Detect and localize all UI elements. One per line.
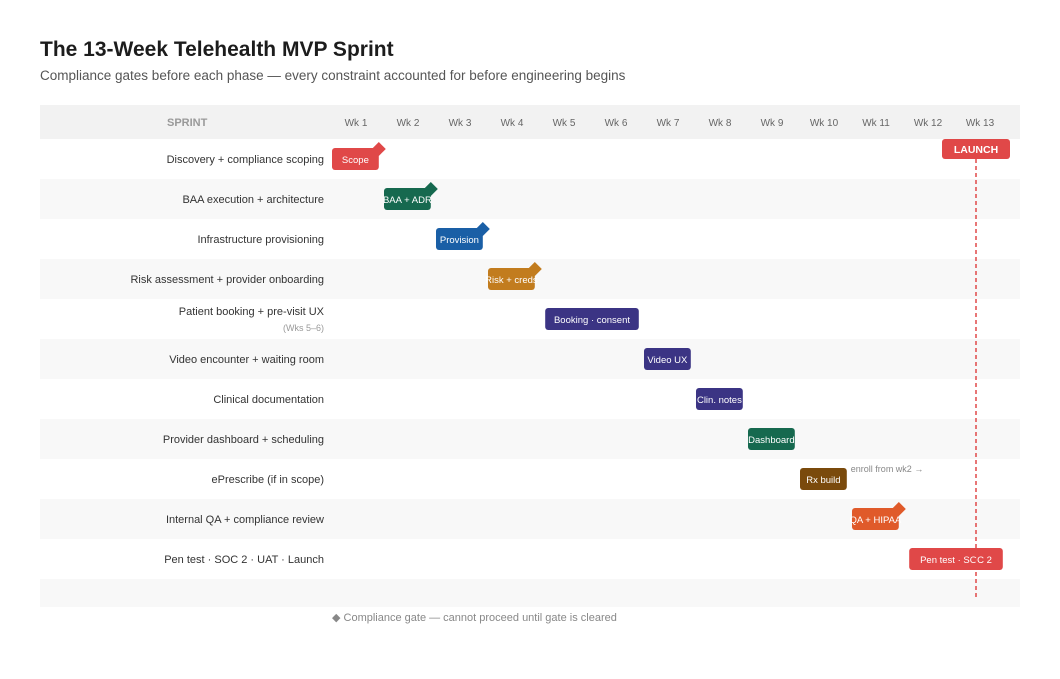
row-label: BAA execution + architecture	[182, 194, 324, 206]
row-label: Provider dashboard + scheduling	[163, 434, 324, 446]
bar-note: enroll from wk2 →	[851, 464, 924, 474]
header-label: SPRINT	[167, 117, 208, 129]
bar-label: Scope	[342, 155, 369, 166]
row-label: Patient booking + pre-visit UX	[179, 306, 325, 318]
task-bar	[644, 348, 691, 370]
bar-label: QA + HIPAA	[849, 515, 901, 526]
row-label: Internal QA + compliance review	[166, 514, 324, 526]
week-label: Wk 8	[709, 118, 732, 129]
row-label: ePrescribe (if in scope)	[212, 474, 325, 486]
bar-label: BAA + ADR	[383, 195, 432, 206]
task-bar	[436, 228, 483, 250]
bar-label: Risk + creds	[485, 275, 538, 286]
bar-label: Rx build	[806, 475, 840, 486]
week-label: Wk 13	[966, 118, 995, 129]
bar-label: Dashboard	[748, 435, 794, 446]
task-bar	[909, 548, 1003, 570]
task-bar	[332, 148, 379, 170]
legend-note: ◆ Compliance gate — cannot proceed until…	[332, 612, 617, 624]
week-label: Wk 6	[605, 118, 628, 129]
week-label: Wk 1	[345, 118, 368, 129]
task-bar	[545, 308, 639, 330]
row-band	[40, 539, 1020, 579]
row-label: Pen test · SOC 2 · UAT · Launch	[164, 554, 324, 566]
week-label: Wk 12	[914, 118, 943, 129]
week-label: Wk 7	[657, 118, 680, 129]
row-band	[40, 419, 1020, 459]
bar-label: Pen test · SOC 2	[920, 555, 992, 566]
task-bar	[748, 428, 795, 450]
task-bar	[488, 268, 535, 290]
row-band	[40, 339, 1020, 379]
header-band	[40, 105, 1020, 139]
task-bar	[696, 388, 743, 410]
row-label: Clinical documentation	[213, 394, 324, 406]
week-label: Wk 9	[761, 118, 784, 129]
row-band	[40, 299, 1020, 339]
row-band	[40, 579, 1020, 607]
row-band	[40, 379, 1020, 419]
row-sublabel: (Wks 5–6)	[283, 323, 324, 333]
week-label: Wk 3	[449, 118, 472, 129]
row-label: Risk assessment + provider onboarding	[130, 274, 324, 286]
week-label: Wk 11	[862, 118, 890, 129]
row-label: Infrastructure provisioning	[197, 234, 324, 246]
row-band	[40, 179, 1020, 219]
bar-label: Video UX	[647, 355, 688, 366]
row-band	[40, 459, 1020, 499]
row-label: Discovery + compliance scoping	[167, 154, 324, 166]
chart-title: The 13-Week Telehealth MVP Sprint	[40, 38, 394, 61]
row-band	[40, 219, 1020, 259]
task-bar	[384, 188, 431, 210]
week-label: Wk 2	[397, 118, 420, 129]
launch-badge	[942, 139, 1010, 159]
row-band	[40, 139, 1020, 179]
bar-label: Booking · consent	[554, 315, 630, 326]
task-bar	[852, 508, 899, 530]
week-label: Wk 4	[501, 118, 524, 129]
row-label: Video encounter + waiting room	[169, 354, 324, 366]
launch-label: LAUNCH	[954, 144, 998, 156]
bar-label: Clin. notes	[697, 395, 742, 406]
task-bar	[800, 468, 847, 490]
chart-subtitle: Compliance gates before each phase — eve…	[40, 68, 626, 83]
week-label: Wk 5	[553, 118, 576, 129]
bar-label: Provision	[440, 235, 479, 246]
week-label: Wk 10	[810, 118, 839, 129]
